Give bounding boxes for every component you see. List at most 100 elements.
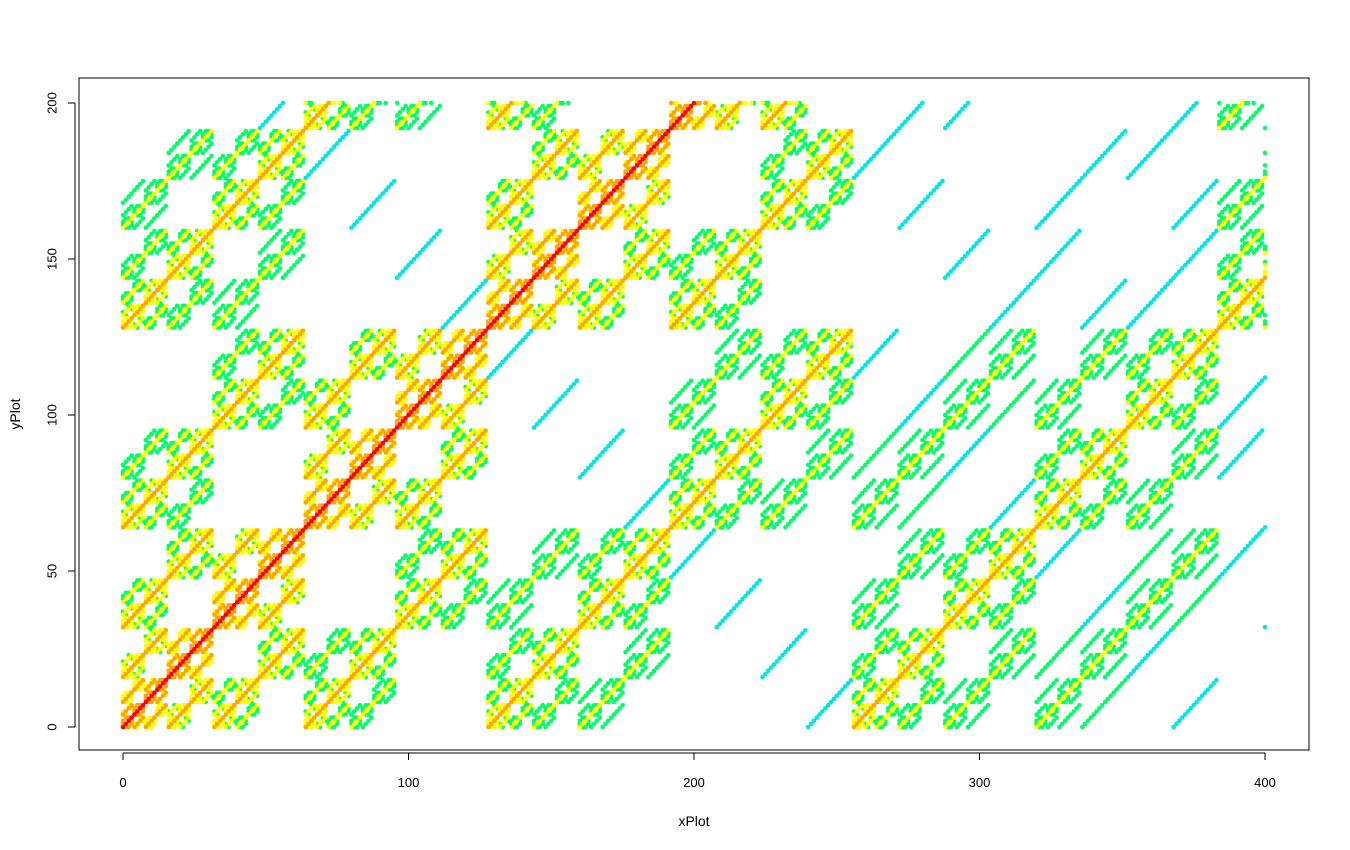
data-point	[594, 456, 600, 462]
data-point	[135, 272, 140, 277]
data-point	[403, 266, 408, 271]
data-point	[557, 397, 563, 402]
data-point	[1082, 621, 1088, 627]
data-point	[923, 397, 928, 402]
data-points	[120, 100, 1268, 730]
data-point	[1108, 144, 1114, 149]
data-point	[860, 365, 865, 371]
data-point	[848, 390, 854, 396]
data-point	[897, 125, 902, 131]
data-point	[566, 387, 571, 393]
data-point	[1182, 712, 1188, 717]
data-point	[1057, 550, 1062, 555]
data-point	[1071, 184, 1076, 190]
data-point	[1025, 484, 1031, 490]
data-point	[1159, 138, 1165, 143]
data-point	[651, 493, 657, 499]
data-point	[1257, 381, 1262, 387]
data-point	[1182, 113, 1188, 118]
data-point	[734, 515, 740, 521]
data-point	[583, 468, 588, 474]
data-point	[1062, 194, 1068, 199]
data-point	[126, 300, 131, 306]
data-point	[1111, 590, 1116, 596]
data-point	[1185, 259, 1191, 265]
data-point	[634, 512, 640, 518]
data-point	[865, 359, 871, 365]
data-point	[1034, 574, 1039, 580]
data-point	[309, 169, 314, 174]
data-point	[600, 450, 605, 455]
data-point	[911, 209, 917, 215]
data-point	[437, 103, 443, 109]
data-point	[1231, 559, 1236, 564]
data-point	[1242, 447, 1248, 452]
data-point	[688, 266, 694, 271]
data-point	[400, 269, 406, 274]
data-point	[126, 500, 131, 505]
data-point	[574, 553, 580, 558]
data-point	[480, 281, 486, 287]
data-point	[126, 475, 131, 480]
data-point	[1111, 291, 1116, 296]
data-point	[908, 213, 914, 218]
data-point	[757, 490, 762, 496]
data-point	[977, 437, 982, 443]
data-point	[137, 462, 143, 468]
data-point	[774, 659, 780, 664]
data-point	[1174, 122, 1179, 128]
data-point	[731, 606, 737, 611]
data-point	[543, 412, 548, 418]
data-point	[1139, 160, 1145, 165]
data-point	[1151, 297, 1156, 302]
data-point	[1162, 284, 1168, 290]
data-point	[423, 244, 428, 249]
data-point	[888, 334, 894, 340]
data-point	[948, 119, 954, 124]
data-point	[1202, 191, 1208, 196]
data-point	[506, 665, 511, 670]
data-point	[666, 590, 671, 596]
data-point	[120, 262, 126, 268]
data-point	[843, 684, 848, 689]
data-point	[1060, 247, 1065, 252]
data-point	[537, 418, 543, 424]
data-point	[723, 615, 728, 621]
data-point	[603, 447, 608, 452]
data-point	[257, 125, 263, 131]
data-point	[209, 141, 214, 146]
data-point	[597, 715, 603, 720]
data-point	[1191, 253, 1196, 259]
data-point	[908, 412, 914, 418]
data-point	[740, 596, 745, 602]
data-point	[974, 241, 979, 246]
data-point	[1025, 284, 1031, 290]
data-point	[186, 128, 191, 134]
data-point	[411, 256, 417, 262]
data-point	[894, 590, 899, 596]
data-point	[1159, 287, 1165, 293]
data-point	[597, 565, 603, 571]
data-point	[440, 325, 446, 330]
data-point	[626, 521, 631, 527]
data-point	[885, 138, 891, 143]
data-point	[1151, 147, 1156, 153]
data-point	[848, 677, 854, 683]
data-point	[1191, 103, 1196, 109]
data-point	[646, 500, 651, 505]
data-point	[1185, 209, 1191, 215]
data-point	[406, 262, 411, 268]
data-point	[531, 425, 537, 430]
data-point	[1188, 106, 1194, 112]
data-point	[526, 331, 531, 337]
data-point	[563, 390, 568, 396]
data-point	[517, 340, 523, 346]
data-point	[1205, 238, 1211, 243]
data-point	[346, 128, 351, 134]
data-point	[1179, 266, 1185, 271]
data-point	[126, 225, 131, 231]
data-point	[971, 443, 977, 449]
data-point	[1148, 649, 1154, 655]
data-point	[143, 238, 149, 243]
data-point	[823, 706, 828, 711]
